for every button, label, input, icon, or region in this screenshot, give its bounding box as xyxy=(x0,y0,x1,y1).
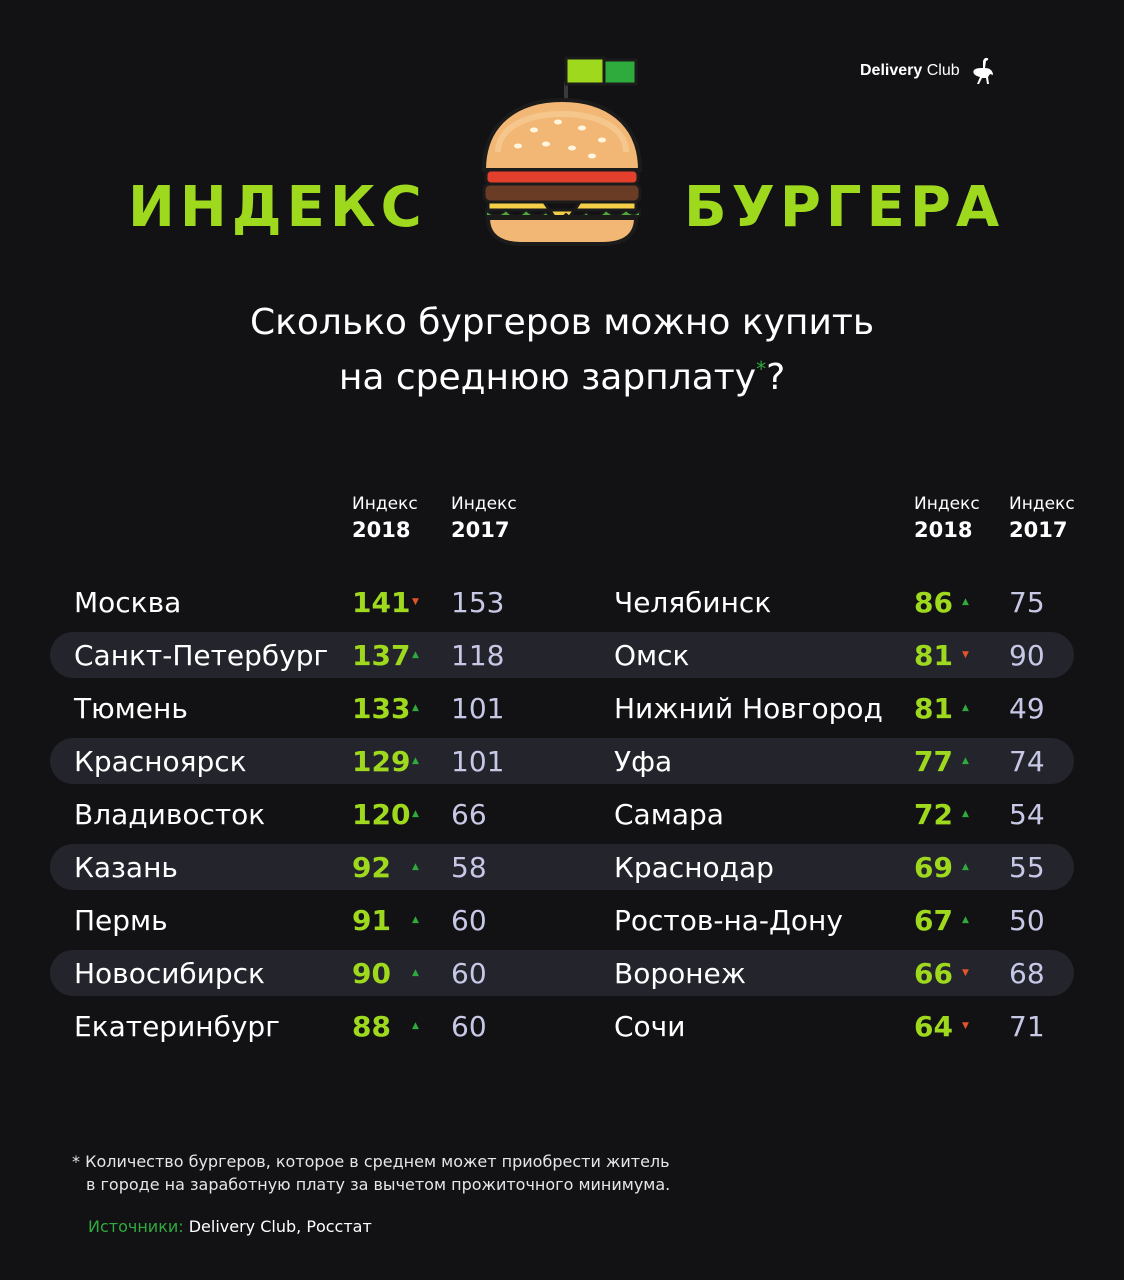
index-2018-value: 88 xyxy=(352,1010,391,1043)
index-2017-value: 66 xyxy=(451,798,487,831)
row-band xyxy=(50,632,1074,678)
city-name: Омск xyxy=(614,639,690,672)
trend-up-icon: ▲ xyxy=(412,650,419,660)
index-2017-value: 58 xyxy=(451,851,487,884)
trend-up-icon: ▲ xyxy=(962,915,969,925)
city-name: Краснодар xyxy=(614,851,774,884)
trend-up-icon: ▲ xyxy=(962,809,969,819)
index-2017-value: 60 xyxy=(451,1010,487,1043)
subtitle-line-2: на среднюю зарплату*? xyxy=(338,357,786,398)
delivery-club-logo: Delivery Club xyxy=(860,57,996,84)
trend-down-icon: ▼ xyxy=(962,650,969,660)
index-2017-value: 50 xyxy=(1009,904,1045,937)
index-2017-value: 75 xyxy=(1009,586,1045,619)
row-band xyxy=(50,738,1074,784)
burger-icon xyxy=(481,56,643,246)
index-2017-value: 55 xyxy=(1009,851,1045,884)
index-2018-value: 137 xyxy=(352,639,411,672)
sources-text: Delivery Club, Росстат xyxy=(188,1217,372,1236)
index-2017-value: 101 xyxy=(451,745,505,778)
index-2018-value: 120 xyxy=(352,798,411,831)
row-band xyxy=(50,844,1074,890)
city-name: Москва xyxy=(74,586,182,619)
city-name: Ростов-на-Дону xyxy=(614,904,843,937)
index-2017-value: 71 xyxy=(1009,1010,1045,1043)
trend-up-icon: ▲ xyxy=(412,968,419,978)
logo-text: Delivery Club xyxy=(860,62,960,79)
city-name: Новосибирск xyxy=(74,957,265,990)
sources: Источники: Delivery Club, Росстат xyxy=(88,1217,372,1236)
footnote-line-1: * Количество бургеров, которое в среднем… xyxy=(72,1152,670,1171)
index-2017-value: 60 xyxy=(451,957,487,990)
city-name: Сочи xyxy=(614,1010,686,1043)
title-right: БУРГЕРА xyxy=(684,175,1005,240)
index-2018-value: 69 xyxy=(914,851,953,884)
index-2017-value: 60 xyxy=(451,904,487,937)
trend-up-icon: ▲ xyxy=(962,756,969,766)
footnote-line-2: в городе на заработную плату за вычетом … xyxy=(86,1175,671,1194)
trend-up-icon: ▲ xyxy=(412,1021,419,1031)
index-2018-value: 133 xyxy=(352,692,411,725)
city-name: Воронеж xyxy=(614,957,747,990)
trend-down-icon: ▼ xyxy=(412,597,419,607)
index-2017-value: 68 xyxy=(1009,957,1045,990)
trend-down-icon: ▼ xyxy=(962,1021,969,1031)
city-name: Пермь xyxy=(74,904,168,937)
footnote: * Количество бургеров, которое в среднем… xyxy=(72,1150,670,1196)
index-2017-value: 49 xyxy=(1009,692,1045,725)
header-left-2018: Индекс 2018 xyxy=(352,494,418,542)
index-2018-value: 81 xyxy=(914,639,953,672)
subtitle-line-1: Сколько бургеров можно купить xyxy=(249,302,875,343)
city-name: Казань xyxy=(74,851,178,884)
index-2017-value: 90 xyxy=(1009,639,1045,672)
city-name: Владивосток xyxy=(74,798,266,831)
subtitle: Сколько бургеров можно купить на среднюю… xyxy=(0,300,1124,401)
trend-up-icon: ▲ xyxy=(962,703,969,713)
index-2018-value: 77 xyxy=(914,745,953,778)
trend-up-icon: ▲ xyxy=(962,597,969,607)
index-2018-value: 129 xyxy=(352,745,411,778)
row-band xyxy=(50,950,1074,996)
city-name: Санкт-Петербург xyxy=(74,639,329,672)
city-name: Уфа xyxy=(614,745,673,778)
index-2018-value: 91 xyxy=(352,904,391,937)
trend-up-icon: ▲ xyxy=(412,756,419,766)
header-right-2018: Индекс 2018 xyxy=(914,494,980,542)
city-name: Самара xyxy=(614,798,724,831)
sources-label: Источники: xyxy=(88,1217,184,1236)
index-2018-value: 66 xyxy=(914,957,953,990)
city-name: Челябинск xyxy=(614,586,772,619)
index-2017-value: 74 xyxy=(1009,745,1045,778)
index-2018-value: 90 xyxy=(352,957,391,990)
trend-up-icon: ▲ xyxy=(412,809,419,819)
trend-up-icon: ▲ xyxy=(412,862,419,872)
index-2018-value: 81 xyxy=(914,692,953,725)
index-2018-value: 67 xyxy=(914,904,953,937)
index-2017-value: 118 xyxy=(451,639,505,672)
index-2018-value: 72 xyxy=(914,798,953,831)
trend-down-icon: ▼ xyxy=(962,968,969,978)
index-2018-value: 64 xyxy=(914,1010,953,1043)
index-2017-value: 101 xyxy=(451,692,505,725)
trend-up-icon: ▲ xyxy=(412,915,419,925)
header-right-2017: Индекс 2017 xyxy=(1009,494,1075,542)
index-2017-value: 54 xyxy=(1009,798,1045,831)
city-name: Екатеринбург xyxy=(74,1010,280,1043)
index-2018-value: 141 xyxy=(352,586,411,619)
trend-up-icon: ▲ xyxy=(962,862,969,872)
index-2018-value: 92 xyxy=(352,851,391,884)
city-name: Тюмень xyxy=(74,692,188,725)
index-2017-value: 153 xyxy=(451,586,505,619)
trend-up-icon: ▲ xyxy=(412,703,419,713)
title-left: ИНДЕКС xyxy=(128,175,427,240)
header-left-2017: Индекс 2017 xyxy=(451,494,517,542)
subtitle-asterisk: * xyxy=(756,357,767,381)
ostrich-icon xyxy=(972,57,993,84)
index-2018-value: 86 xyxy=(914,586,953,619)
city-name: Красноярск xyxy=(74,745,247,778)
city-name: Нижний Новгород xyxy=(614,692,883,725)
